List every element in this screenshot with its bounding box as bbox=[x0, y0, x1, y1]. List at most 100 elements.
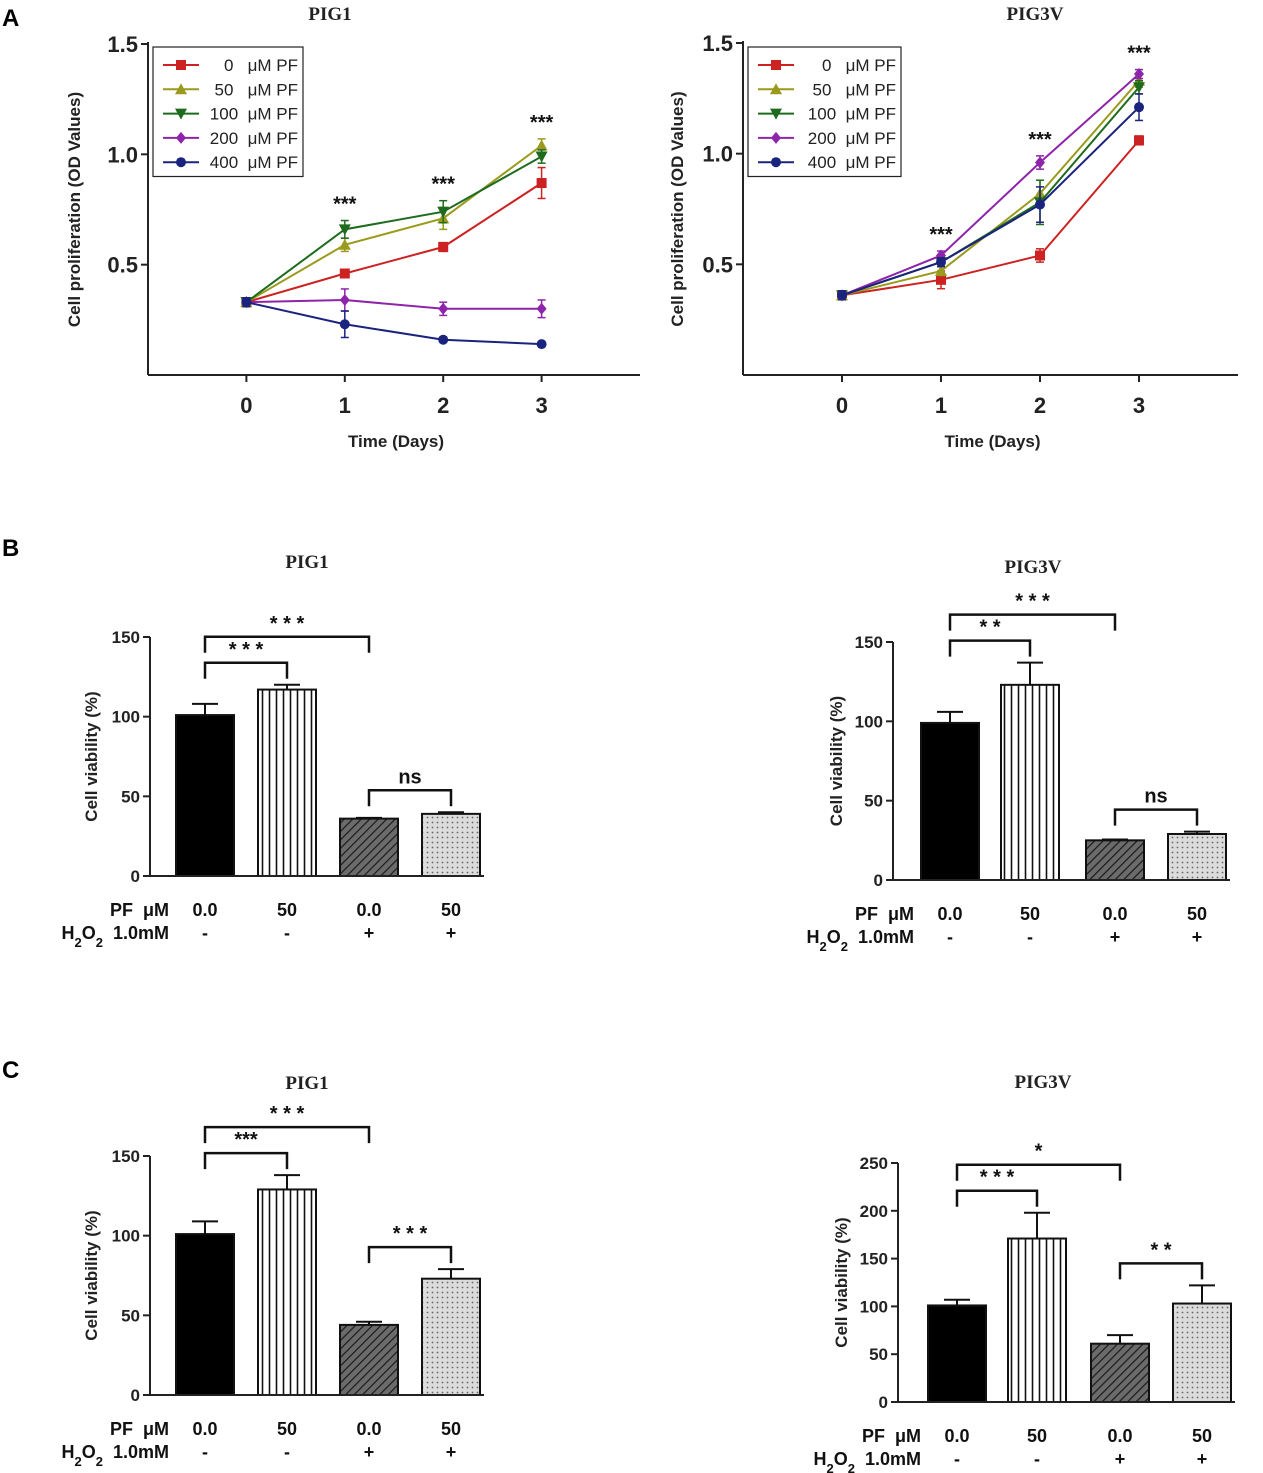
data-point bbox=[536, 178, 547, 189]
significance-bracket bbox=[367, 1245, 453, 1264]
x-tick-label: 2 bbox=[437, 393, 449, 418]
legend-marker bbox=[771, 157, 781, 168]
y-tick-label: 200 bbox=[860, 1202, 888, 1221]
h2o2-value: - bbox=[284, 923, 290, 943]
legend-label: 0 μM PF bbox=[224, 56, 298, 75]
significance-label: * bbox=[1035, 1141, 1043, 1163]
data-point bbox=[536, 302, 547, 315]
h2o2-value: + bbox=[1192, 927, 1203, 947]
pf-value: 0.0 bbox=[192, 900, 217, 920]
h2o2-value: - bbox=[1034, 1449, 1040, 1469]
y-tick-label: 100 bbox=[112, 1227, 140, 1246]
significance-label: * * bbox=[1150, 1239, 1171, 1261]
h2o2-row-label: H2O2 1.0mM bbox=[61, 1442, 169, 1469]
bar bbox=[1172, 1302, 1232, 1403]
y-tick-label: 0 bbox=[879, 1393, 888, 1412]
legend-label: 400 μM PF bbox=[210, 153, 298, 172]
pf-value: 50 bbox=[277, 900, 297, 920]
y-tick-label: 50 bbox=[121, 1306, 140, 1325]
y-tick-label: 50 bbox=[869, 1345, 888, 1364]
data-point bbox=[935, 264, 947, 276]
significance-bracket bbox=[203, 1125, 371, 1144]
data-point bbox=[1134, 102, 1144, 113]
significance-label: *** bbox=[432, 174, 456, 196]
bar bbox=[1090, 1342, 1150, 1403]
bar-chart-c-pig3v: PIG3V 0 50 100 150 200 250 Cell viability (%) * … bbox=[813, 1072, 1235, 1473]
y-axis-title: Cell viability (%) bbox=[82, 1210, 101, 1340]
data-point bbox=[438, 242, 449, 253]
series-line bbox=[841, 139, 1140, 297]
y-tick-label: 150 bbox=[112, 628, 140, 647]
significance-label: *** bbox=[530, 112, 554, 134]
h2o2-value: + bbox=[446, 1442, 457, 1462]
panel-label-c: C bbox=[2, 1057, 19, 1084]
data-point bbox=[338, 238, 351, 250]
pf-value: 0.0 bbox=[1107, 1426, 1132, 1446]
significance-label: ns bbox=[398, 766, 421, 788]
pf-row-label: PF μM bbox=[855, 904, 914, 924]
pf-value: 0.0 bbox=[944, 1426, 969, 1446]
bar bbox=[920, 721, 980, 881]
y-axis-title: Cell viability (%) bbox=[827, 696, 846, 826]
data-point bbox=[339, 319, 350, 330]
pf-value: 50 bbox=[1192, 1426, 1212, 1446]
x-tick-label: 3 bbox=[535, 393, 547, 418]
chart-title: PIG1 bbox=[308, 4, 351, 25]
bar bbox=[339, 817, 399, 878]
y-axis-title: Cell viability (%) bbox=[82, 691, 101, 821]
legend-marker bbox=[176, 131, 186, 144]
data-point bbox=[535, 139, 548, 151]
bar bbox=[1085, 839, 1145, 881]
y-tick-label: 0 bbox=[874, 871, 883, 890]
legend-marker bbox=[770, 108, 782, 120]
y-tick-label: 150 bbox=[112, 1147, 140, 1166]
h2o2-row-label: H2O2 1.0mM bbox=[806, 927, 914, 954]
bar bbox=[257, 688, 317, 878]
y-tick-label: 0 bbox=[131, 867, 140, 886]
legend-label: 200 μM PF bbox=[210, 129, 298, 148]
legend-marker bbox=[175, 83, 187, 95]
significance-label: *** bbox=[333, 194, 357, 216]
significance-label: *** bbox=[234, 1129, 258, 1151]
bar bbox=[1007, 1237, 1067, 1404]
y-tick-label: 150 bbox=[855, 633, 883, 652]
legend-label: 0 μM PF bbox=[822, 56, 896, 75]
significance-label: * * * bbox=[229, 639, 264, 661]
pf-value: 0.0 bbox=[1102, 904, 1127, 924]
series-line bbox=[245, 155, 543, 303]
bar-chart-c-pig1: PIG1 0 50 100 150 Cell viability (%) *** * * * *… bbox=[61, 1073, 484, 1469]
h2o2-row-label: H2O2 1.0mM bbox=[813, 1449, 921, 1473]
significance-bracket bbox=[367, 789, 453, 807]
y-tick-label: 50 bbox=[864, 792, 883, 811]
significance-label: * * bbox=[979, 617, 1000, 639]
x-tick-label: 2 bbox=[1034, 393, 1046, 418]
bar-chart-b-pig1: PIG1 0 50 100 150 Cell viability (%) * * * * * … bbox=[61, 552, 484, 950]
chart-title: PIG3V bbox=[1015, 1072, 1072, 1093]
panel-label-a: A bbox=[2, 5, 19, 32]
line-chart-pig3v: PIG3V 0.5 1.0 1.5 0 1 2 3 Time (Days) Cell prolif… bbox=[668, 4, 1238, 451]
h2o2-value: + bbox=[364, 1442, 375, 1462]
significance-bracket bbox=[203, 635, 371, 653]
h2o2-row-label: H2O2 1.0mM bbox=[61, 923, 169, 950]
legend-marker bbox=[176, 157, 186, 168]
y-tick-label: 100 bbox=[860, 1297, 888, 1316]
bar bbox=[175, 1233, 235, 1397]
data-point bbox=[1134, 67, 1144, 80]
x-tick-label: 1 bbox=[935, 393, 947, 418]
legend-label: 100 μM PF bbox=[210, 105, 298, 124]
significance-label: *** bbox=[1127, 43, 1151, 65]
series-line bbox=[246, 182, 543, 304]
x-tick-label: 0 bbox=[836, 393, 848, 418]
significance-bracket bbox=[955, 1189, 1039, 1207]
pf-value: 0.0 bbox=[937, 904, 962, 924]
data-point bbox=[339, 293, 350, 306]
x-tick-label: 0 bbox=[240, 393, 252, 418]
data-point bbox=[535, 151, 548, 163]
significance-bracket bbox=[203, 661, 289, 679]
legend-marker bbox=[770, 83, 782, 95]
x-tick-label: 3 bbox=[1133, 393, 1145, 418]
legend-marker bbox=[176, 60, 186, 70]
data-point bbox=[837, 290, 847, 301]
data-point bbox=[339, 268, 350, 279]
pf-value: 0.0 bbox=[356, 900, 381, 920]
